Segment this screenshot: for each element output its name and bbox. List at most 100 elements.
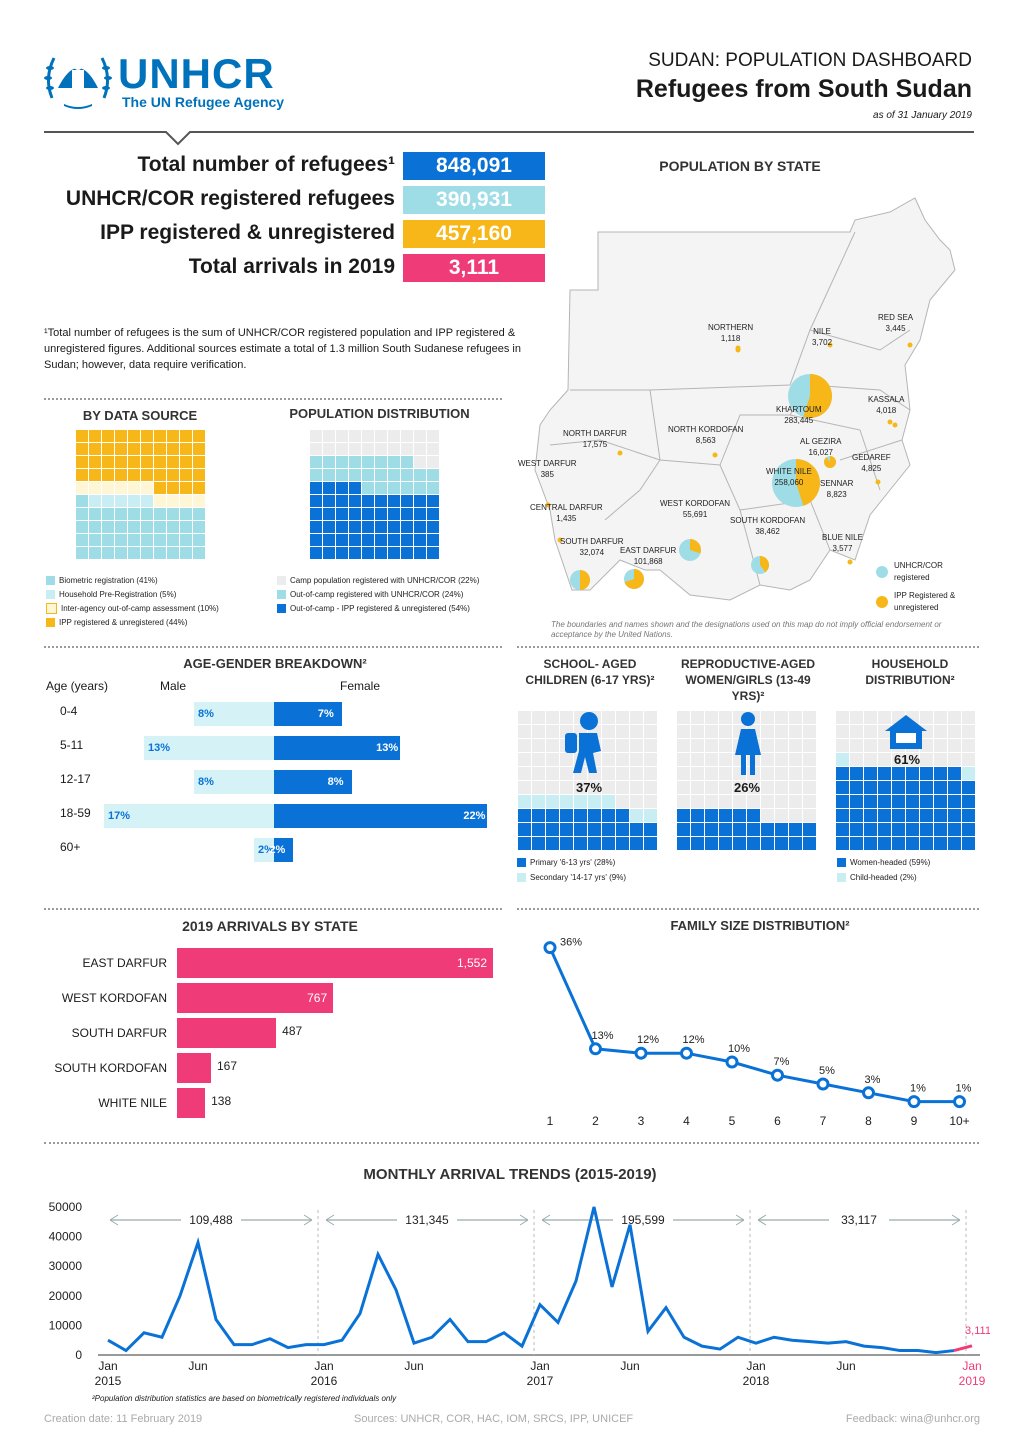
arrivals-state-label: EAST DARFUR (82, 956, 167, 970)
waffle-cell (362, 534, 374, 546)
household-legend: Women-headed (59%) Child-headed (2%) (837, 855, 930, 885)
map-state-label: WEST KORDOFAN 55,691 (660, 498, 730, 520)
family-point-label: 5% (819, 1065, 835, 1077)
waffle-cell (532, 795, 545, 808)
waffle-cell (691, 781, 704, 794)
waffle-cell (948, 795, 961, 808)
waffle-cell (761, 753, 774, 766)
waffle-cell (518, 809, 531, 822)
monthly-trend-chart: 0 10000 20000 30000 40000 50000 109,488 131,345… (49, 1200, 990, 1388)
waffle-cell (414, 456, 426, 468)
x-tick-year: 2015 (95, 1374, 122, 1388)
family-line (548, 946, 960, 1104)
waffle-cell (962, 809, 975, 822)
waffle-cell (362, 469, 374, 481)
male-bar-label: 17% (108, 810, 131, 822)
waffle-cell (401, 482, 413, 494)
waffle-cell (102, 508, 114, 520)
waffle-cell (193, 508, 205, 520)
map-state-label: SOUTH KORDOFAN 38,462 (730, 515, 805, 537)
waffle-cell (588, 809, 601, 822)
arrivals-value: 138 (211, 1094, 232, 1108)
waffle-cell (141, 508, 153, 520)
waffle-cell (128, 443, 140, 455)
map-state-name: NORTHERN (708, 323, 754, 332)
male-bar (144, 736, 274, 760)
family-x-tick: 6 (774, 1114, 781, 1128)
male-bar (194, 702, 274, 726)
waffle-cell (532, 739, 545, 752)
map-state-label: CENTRAL DARFUR 1,435 (530, 502, 603, 524)
map-state-name: WHITE NILE (766, 467, 812, 476)
waffle-cell (864, 837, 877, 850)
female-bar (274, 770, 352, 794)
waffle-cell (546, 781, 559, 794)
waffle-cell (691, 711, 704, 724)
arrow-head (541, 1214, 745, 1226)
waffle-cell (677, 711, 690, 724)
waffle-cell (193, 482, 205, 494)
waffle-cell (574, 837, 587, 850)
waffle-cell (878, 809, 891, 822)
waffle-cell (775, 795, 788, 808)
waffle-cell (518, 795, 531, 808)
legend-label: Camp population registered with UNHCR/CO… (290, 576, 480, 585)
waffle-cell (414, 508, 426, 520)
waffle-cell (630, 781, 643, 794)
waffle-cell (588, 823, 601, 836)
waffle-cell (167, 521, 179, 533)
waffle-cell (948, 753, 961, 766)
waffle-cell (602, 711, 615, 724)
waffle-cell (616, 767, 629, 780)
waffle-cell (115, 534, 127, 546)
waffle-cell (141, 534, 153, 546)
waffle-cell (193, 547, 205, 559)
waffle-cell (336, 469, 348, 481)
waffle-cell (349, 469, 361, 481)
map-state-value: 3,702 (812, 338, 833, 347)
waffle-cell (948, 837, 961, 850)
waffle-cell (154, 456, 166, 468)
waffle-cell (836, 725, 849, 738)
waffle-cell (128, 508, 140, 520)
map-pie-ipp (803, 374, 832, 418)
waffle-cell (892, 809, 905, 822)
x-tick-month: Jun (188, 1359, 207, 1373)
waffle-cell (128, 495, 140, 507)
waffle-cell (616, 711, 629, 724)
logo-subtitle: The UN Refugee Agency (122, 94, 285, 110)
arrivals-state-title: 2019 ARRIVALS BY STATE (182, 918, 358, 934)
waffle-cell (401, 443, 413, 455)
waffle-cell (644, 837, 657, 850)
waffle-cell (616, 725, 629, 738)
house-icon (885, 715, 927, 749)
waffle-cell (414, 547, 426, 559)
waffle-cell (803, 739, 816, 752)
map-state-value: 17,575 (582, 440, 608, 449)
waffle-cell (962, 739, 975, 752)
footnote-total: ¹Total number of refugees is the sum of … (44, 327, 521, 371)
waffle-cell (427, 521, 439, 533)
waffle-cell (761, 809, 774, 822)
waffle-cell (761, 837, 774, 850)
waffle-cell (934, 711, 947, 724)
waffle-cell (803, 781, 816, 794)
waffle-cell (906, 767, 919, 780)
waffle-cell (532, 823, 545, 836)
waffle-cell (180, 430, 192, 442)
waffle-cell (180, 534, 192, 546)
waffle-cell (414, 443, 426, 455)
waffle-cell (560, 809, 573, 822)
waffle-cell (546, 725, 559, 738)
waffle-cell (677, 795, 690, 808)
map-state-value: 3,577 (832, 544, 853, 553)
waffle-cell (719, 767, 732, 780)
waffle-cell (789, 753, 802, 766)
waffle-cell (775, 725, 788, 738)
waffle-cell (878, 823, 891, 836)
waffle-cell (574, 809, 587, 822)
waffle-cell (836, 753, 849, 766)
waffle-cell (141, 495, 153, 507)
waffle-cell (141, 430, 153, 442)
waffle-cell (602, 781, 615, 794)
